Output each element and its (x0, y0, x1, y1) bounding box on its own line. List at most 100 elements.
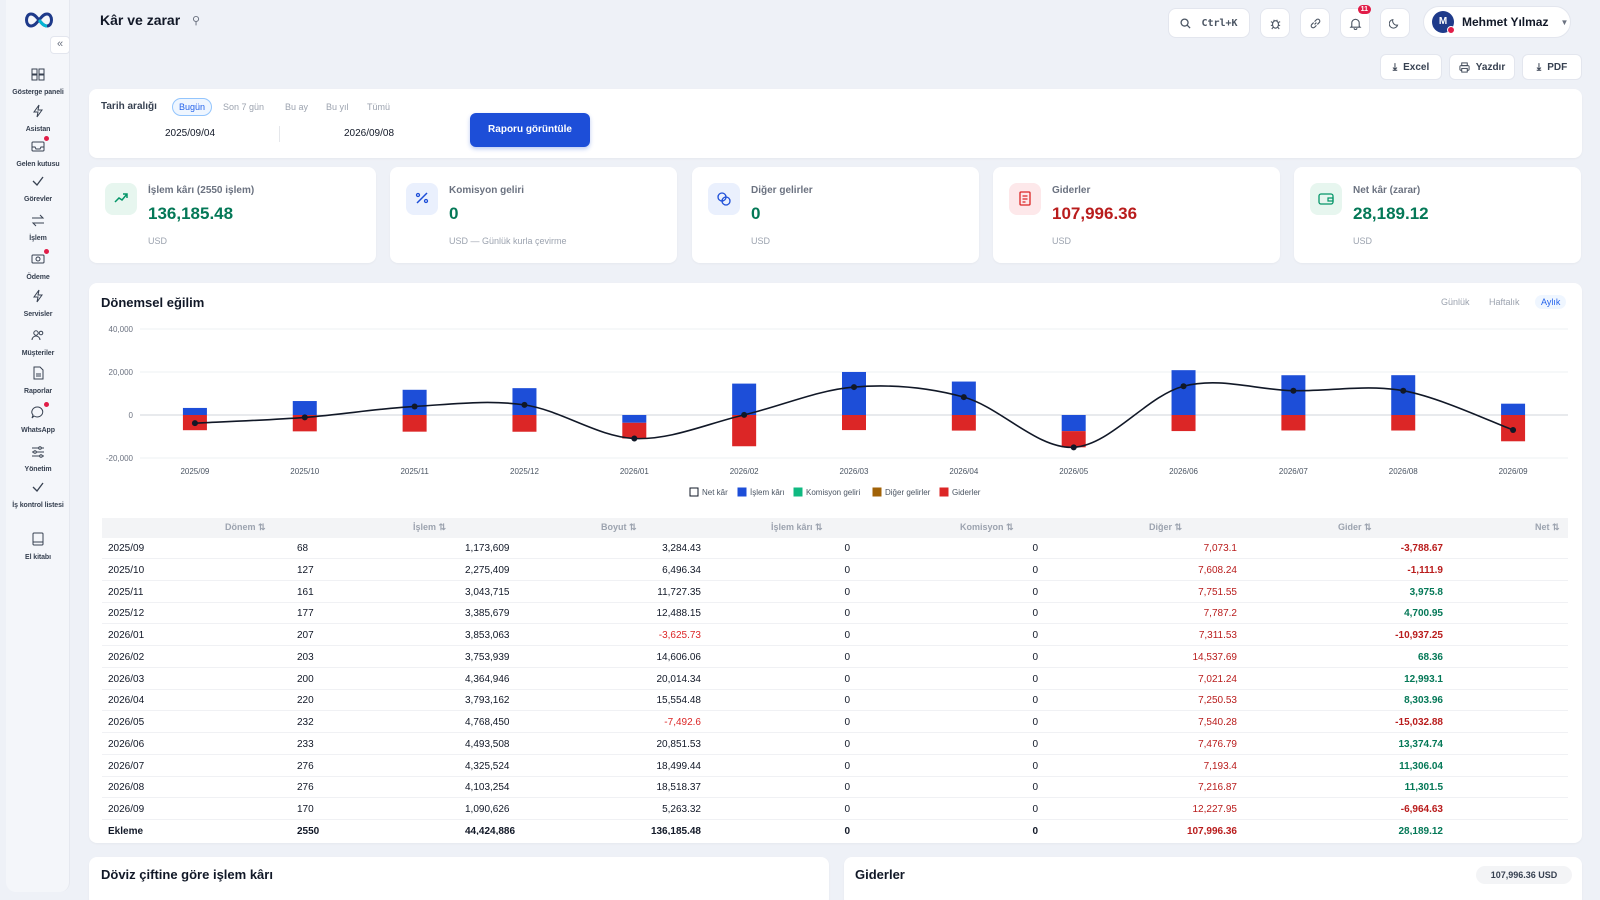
table-cell: 3,853,063 (465, 630, 510, 641)
table-cell: 2026/07 (108, 760, 145, 772)
table-row: 2026/01 207 3,853,063 -3,625.73 0 0 7,311.53 -1… (102, 625, 1568, 646)
sidebar-item-13[interactable]: El kitabı (6, 532, 70, 562)
payment-icon (30, 249, 49, 266)
kpi-currency: USD (751, 236, 771, 246)
export-pdf-label: PDF (1547, 61, 1568, 73)
bug-report-button[interactable] (1260, 8, 1290, 38)
logo-icon[interactable] (22, 10, 56, 30)
view-report-button[interactable]: Raporu görüntüle (470, 113, 590, 147)
column-header[interactable]: Dönem ⇅ (225, 522, 266, 532)
range-option[interactable]: Son 7 gün (223, 102, 265, 112)
print-button[interactable]: Yazdır (1449, 54, 1515, 80)
notifications-button[interactable]: 11 (1340, 5, 1371, 38)
table-row: 2026/02 203 3,753,939 14,606.06 0 0 14,537.69 6… (102, 647, 1568, 668)
sidebar-item-label: Gösterge paneli (12, 89, 64, 96)
net-profit-point (521, 401, 528, 408)
table-cell: 0 (1032, 825, 1038, 835)
income-bar (1391, 375, 1416, 415)
table-row: 2026/05 232 4,768,450 -7,492.6 0 0 7,540.28 -15… (102, 712, 1568, 733)
range-option[interactable]: Bugün (172, 98, 213, 116)
sidebar-item-label: Asistan (25, 126, 51, 133)
sidebar-item-12[interactable]: İş kontrol listesi (6, 480, 70, 510)
table-cell: 136,185.48 (650, 825, 701, 835)
table-cell: 20,014.34 (656, 673, 702, 685)
kpi-label: Giderler (1052, 185, 1091, 196)
range-option[interactable]: Bu ay (285, 102, 309, 112)
table-cell: 0 (1032, 630, 1038, 641)
chat-icon (30, 402, 49, 419)
table-cell: 0 (844, 782, 850, 794)
end-date-input[interactable]: 2026/09/08 (343, 128, 395, 139)
sidebar-item-label: Yönetim (24, 466, 52, 473)
table-cell: 44,424,886 (465, 825, 516, 835)
sidebar-item-1[interactable]: Gösterge paneli (6, 67, 70, 97)
sidebar-item-8[interactable]: Müşteriler (6, 328, 70, 358)
granularity-option[interactable]: Aylık (1535, 295, 1567, 309)
table-cell: Ekleme (108, 825, 144, 835)
range-option[interactable]: Bu yıl (326, 102, 349, 112)
table-cell: 1,090,626 (465, 804, 510, 815)
x-tick-label: 2026/05 (1059, 467, 1088, 476)
column-header[interactable]: Net ⇅ (1535, 522, 1560, 532)
sidebar-item-7[interactable]: Servisler (6, 289, 70, 319)
collapse-sidebar-button[interactable]: « (50, 36, 70, 54)
table-cell: 8,303.96 (1404, 695, 1443, 707)
income-bar (1061, 415, 1086, 432)
table-row: 2026/04 220 3,793,162 15,554.48 0 0 7,250.53 8,… (102, 690, 1568, 712)
search-button[interactable]: Ctrl+K (1168, 8, 1250, 38)
percent-icon (406, 183, 438, 215)
column-header[interactable]: Gider ⇅ (1338, 522, 1372, 532)
export-excel-button[interactable]: ⤓ Excel (1380, 54, 1442, 80)
table-cell: 7,311.53 (1198, 630, 1237, 641)
column-header[interactable]: Diğer ⇅ (1149, 522, 1183, 532)
expense-bar (402, 415, 427, 432)
range-option[interactable]: Tümü (367, 102, 391, 112)
dark-mode-toggle[interactable] (1380, 8, 1410, 38)
table-cell: 3,385,679 (465, 608, 510, 620)
sidebar-item-9[interactable]: Raporlar (6, 366, 70, 396)
table-cell: 177 (297, 608, 314, 620)
column-header[interactable]: Boyut ⇅ (601, 522, 637, 532)
expense-bar (292, 415, 317, 432)
kpi-label: Diğer gelirler (751, 185, 813, 196)
export-pdf-button[interactable]: ⤓ PDF (1522, 54, 1582, 80)
granularity-option[interactable]: Haftalık (1489, 297, 1520, 307)
sidebar-item-4[interactable]: Görevler (6, 174, 70, 204)
table-cell: 0 (1032, 543, 1038, 554)
table-cell: 2025/10 (108, 564, 145, 576)
user-menu[interactable]: M Mehmet Yılmaz ▼ (1423, 6, 1571, 38)
table-cell: 0 (844, 651, 850, 663)
column-header[interactable]: İşlem ⇅ (413, 522, 447, 532)
granularity-option[interactable]: Günlük (1441, 297, 1470, 307)
link-button[interactable] (1300, 8, 1330, 38)
pair-profit-title: Döviz çiftine göre işlem kârı (101, 867, 273, 882)
date-separator (279, 126, 280, 142)
coins-icon (708, 183, 740, 215)
sidebar-item-11[interactable]: Yönetim (6, 444, 70, 474)
table-cell: 2025/12 (108, 608, 145, 620)
sidebar-item-6[interactable]: Ödeme (6, 249, 70, 282)
pin-icon[interactable]: ⚲ (192, 15, 201, 27)
net-profit-point (741, 411, 748, 418)
moon-icon (1389, 18, 1399, 29)
sidebar-item-3[interactable]: Gelen kutusu (6, 136, 70, 169)
sidebar-item-5[interactable]: İşlem (6, 213, 70, 243)
x-tick-label: 2026/06 (1169, 467, 1198, 476)
table-cell: 107,996.36 (1186, 825, 1237, 835)
table-cell: 6,496.34 (662, 564, 701, 576)
table-cell: 0 (844, 738, 850, 750)
sidebar-item-2[interactable]: Asistan (6, 104, 70, 134)
income-bar (842, 371, 866, 415)
start-date-input[interactable]: 2025/09/04 (164, 128, 216, 139)
kpi-value: 28,189.12 (1353, 204, 1429, 223)
column-header[interactable]: İşlem kârı ⇅ (771, 522, 823, 532)
table-cell: 207 (297, 630, 314, 641)
sidebar-item-label: İşlem (29, 235, 47, 242)
printer-icon (1459, 61, 1470, 73)
chevron-down-icon: ▼ (1560, 17, 1569, 27)
column-header[interactable]: Komisyon ⇅ (960, 522, 1014, 532)
sidebar-item-10[interactable]: WhatsApp (6, 402, 70, 435)
table-cell: 12,227.95 (1192, 804, 1238, 815)
table-row: 2025/11 161 3,043,715 11,727.35 0 0 7,751.55 3,… (102, 582, 1568, 603)
